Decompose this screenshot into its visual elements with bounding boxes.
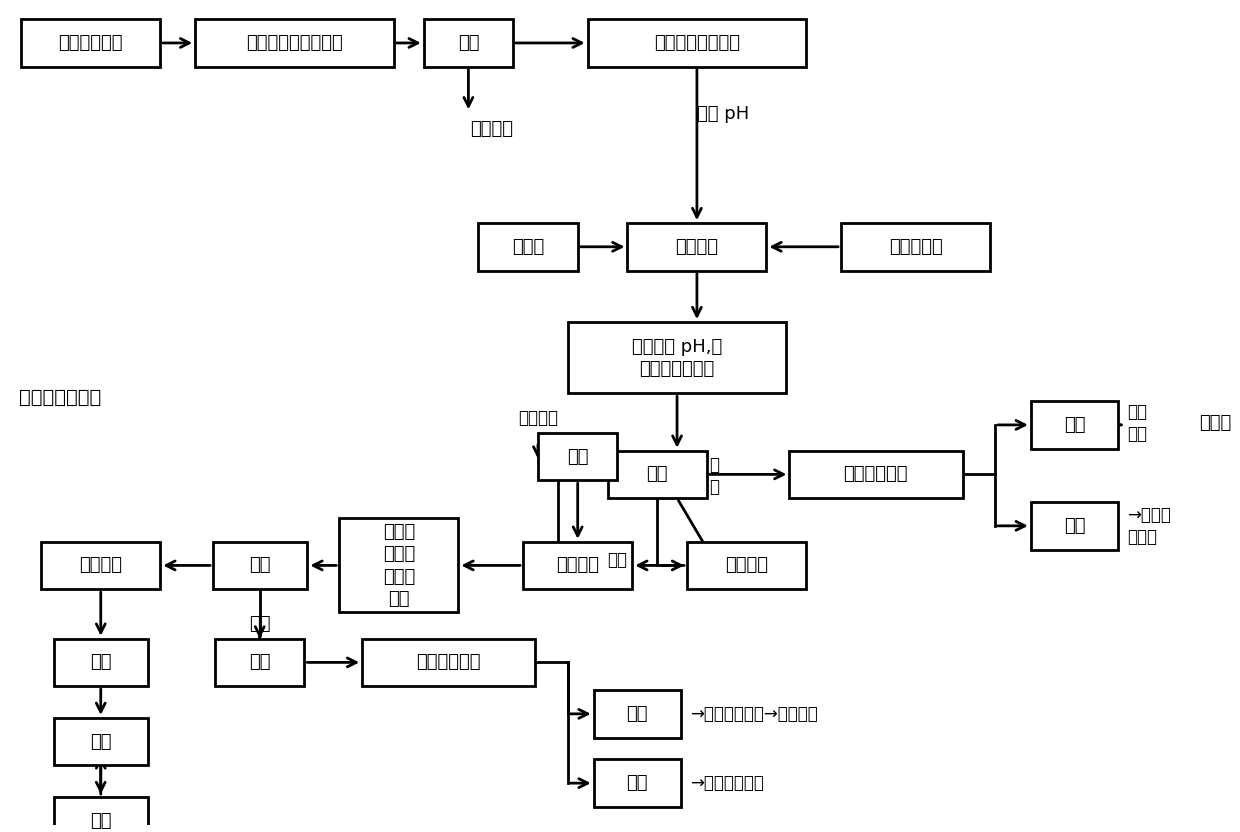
Text: 沉淀回收: 沉淀回收 (470, 120, 513, 138)
Text: 去离子水: 去离子水 (518, 409, 558, 427)
Bar (627, 223, 766, 270)
Text: 过滤: 过滤 (249, 557, 270, 574)
Text: 淡水: 淡水 (1064, 517, 1085, 535)
Text: 升温，
恒温搅
拌一段
时间: 升温， 恒温搅 拌一段 时间 (383, 523, 415, 607)
Text: 调节 pH: 调节 pH (697, 106, 749, 123)
Bar (523, 542, 632, 589)
Text: 洗涤: 洗涤 (608, 552, 627, 569)
Bar (53, 639, 148, 686)
Bar (362, 639, 536, 686)
Text: 吸附剂、絮凝剂除杂: 吸附剂、絮凝剂除杂 (246, 34, 343, 52)
Text: 洗涤: 洗涤 (91, 653, 112, 671)
Bar (594, 760, 681, 807)
Text: 双氧水: 双氧水 (512, 238, 544, 255)
Bar (608, 451, 707, 498)
Text: 氨水: 氨水 (249, 615, 270, 633)
Text: 磷酸盐溶液: 磷酸盐溶液 (889, 238, 942, 255)
Bar (1030, 502, 1118, 550)
Text: 过滤: 过滤 (458, 34, 479, 52)
Text: 白色滤饼: 白色滤饼 (79, 557, 123, 574)
Bar (687, 542, 806, 589)
Text: 滤
液: 滤 液 (709, 456, 719, 497)
Text: 净化后的亚铁溶液: 净化后的亚铁溶液 (653, 34, 740, 52)
Text: →真空浓缩结晶→磷酸一铵: →真空浓缩结晶→磷酸一铵 (689, 705, 817, 723)
Bar (588, 19, 806, 67)
Text: 滤液: 滤液 (249, 653, 270, 671)
Text: 淡水: 淡水 (626, 774, 649, 792)
Text: 钛白粉副产物: 钛白粉副产物 (58, 34, 123, 52)
Text: →回用工艺系统: →回用工艺系统 (689, 774, 764, 792)
Text: 无水磷酸铁产品: 无水磷酸铁产品 (20, 388, 102, 407)
Bar (789, 451, 962, 498)
Bar (212, 542, 308, 589)
Text: 维持合成 pH,恒
温搅拌一段时间: 维持合成 pH,恒 温搅拌一段时间 (632, 338, 722, 378)
Bar (340, 518, 459, 612)
Text: 硫酸铵: 硫酸铵 (1199, 414, 1231, 432)
Bar (568, 322, 786, 394)
Text: 膜法深度浓缩: 膜法深度浓缩 (843, 465, 908, 483)
Bar (53, 718, 148, 765)
Text: 煅烧: 煅烧 (91, 812, 112, 830)
Text: →回用工
艺系统: →回用工 艺系统 (1127, 506, 1171, 546)
Bar (424, 19, 513, 67)
Bar (594, 690, 681, 738)
Bar (538, 433, 618, 480)
Bar (479, 223, 578, 270)
Bar (841, 223, 990, 270)
Text: 磷酸: 磷酸 (567, 448, 589, 466)
Text: 过滤: 过滤 (646, 465, 668, 483)
Text: 滤饼制浆: 滤饼制浆 (557, 557, 599, 574)
Bar (41, 542, 160, 589)
Bar (1030, 401, 1118, 448)
Bar (195, 19, 394, 67)
Text: 反应体系: 反应体系 (676, 238, 718, 255)
Text: 浓水: 浓水 (1064, 416, 1085, 434)
Text: 膜法深度浓缩: 膜法深度浓缩 (417, 653, 481, 671)
Bar (53, 797, 148, 832)
Text: 干燥: 干燥 (91, 732, 112, 750)
Bar (215, 639, 305, 686)
Text: 浓水: 浓水 (626, 705, 649, 723)
Text: 浓缩
结晶: 浓缩 结晶 (1127, 403, 1147, 443)
Bar (21, 19, 160, 67)
Text: 黄色滤饼: 黄色滤饼 (725, 557, 768, 574)
